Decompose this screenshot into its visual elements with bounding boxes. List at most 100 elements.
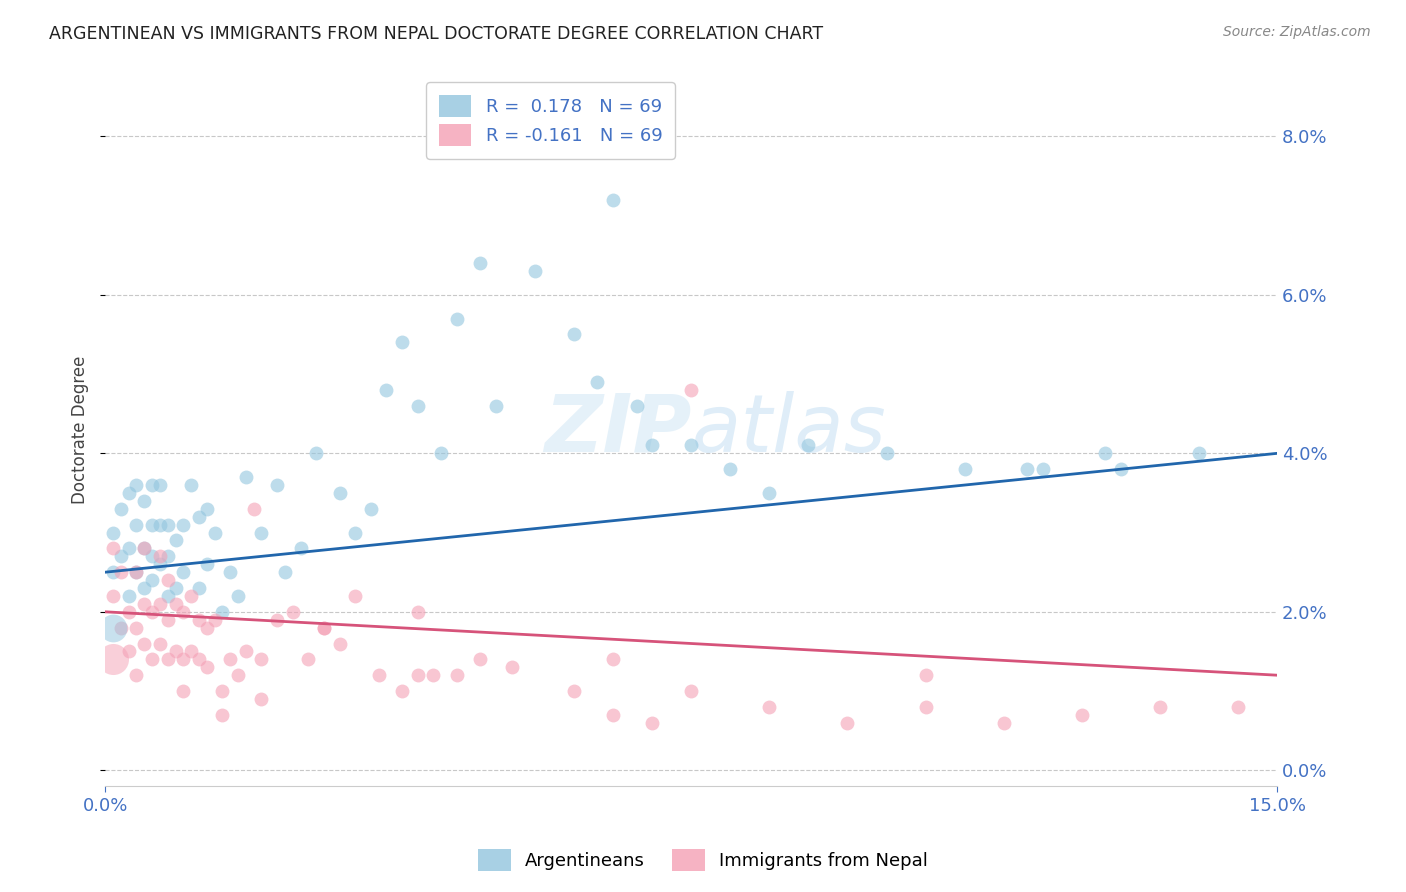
Point — [226, 668, 249, 682]
Point — [914, 699, 936, 714]
Legend: R =  0.178   N = 69, R = -0.161   N = 69: R = 0.178 N = 69, R = -0.161 N = 69 — [426, 82, 675, 159]
Point — [149, 597, 172, 611]
Point — [681, 438, 703, 452]
Point — [281, 605, 304, 619]
Point — [470, 652, 492, 666]
Point — [626, 399, 648, 413]
Point — [250, 652, 273, 666]
Point — [406, 605, 429, 619]
Point — [101, 652, 124, 666]
Point — [101, 565, 124, 579]
Point — [125, 517, 148, 532]
Point — [118, 486, 141, 500]
Point — [758, 699, 780, 714]
Point — [1017, 462, 1039, 476]
Point — [172, 605, 194, 619]
Point — [125, 621, 148, 635]
Point — [141, 478, 163, 492]
Point — [681, 383, 703, 397]
Point — [501, 660, 523, 674]
Point — [172, 684, 194, 698]
Point — [391, 684, 413, 698]
Point — [110, 621, 132, 635]
Point — [718, 462, 741, 476]
Point — [141, 573, 163, 587]
Point — [134, 541, 156, 556]
Point — [602, 193, 624, 207]
Point — [211, 684, 233, 698]
Point — [180, 478, 202, 492]
Point — [134, 494, 156, 508]
Point — [219, 652, 242, 666]
Point — [149, 517, 172, 532]
Point — [204, 525, 226, 540]
Point — [1149, 699, 1171, 714]
Point — [204, 613, 226, 627]
Point — [446, 668, 468, 682]
Point — [211, 605, 233, 619]
Point — [641, 438, 664, 452]
Point — [110, 501, 132, 516]
Point — [180, 589, 202, 603]
Point — [485, 399, 508, 413]
Point — [101, 541, 124, 556]
Point — [297, 652, 319, 666]
Point — [125, 565, 148, 579]
Point — [141, 652, 163, 666]
Point — [914, 668, 936, 682]
Point — [235, 644, 257, 658]
Point — [290, 541, 312, 556]
Point — [305, 446, 328, 460]
Point — [141, 517, 163, 532]
Point — [422, 668, 444, 682]
Point — [1227, 699, 1250, 714]
Point — [180, 644, 202, 658]
Point — [134, 541, 156, 556]
Point — [188, 509, 211, 524]
Point — [274, 565, 297, 579]
Point — [188, 581, 211, 595]
Point — [602, 707, 624, 722]
Point — [344, 589, 367, 603]
Point — [1109, 462, 1132, 476]
Point — [188, 613, 211, 627]
Point — [329, 636, 352, 650]
Point — [156, 589, 179, 603]
Point — [156, 652, 179, 666]
Point — [125, 565, 148, 579]
Point — [195, 501, 218, 516]
Point — [446, 311, 468, 326]
Point — [195, 621, 218, 635]
Point — [523, 264, 546, 278]
Point — [188, 652, 211, 666]
Point — [344, 525, 367, 540]
Point — [391, 335, 413, 350]
Point — [993, 715, 1015, 730]
Point — [430, 446, 453, 460]
Text: ARGENTINEAN VS IMMIGRANTS FROM NEPAL DOCTORATE DEGREE CORRELATION CHART: ARGENTINEAN VS IMMIGRANTS FROM NEPAL DOC… — [49, 25, 824, 43]
Point — [141, 549, 163, 564]
Point — [149, 636, 172, 650]
Point — [681, 684, 703, 698]
Point — [195, 660, 218, 674]
Point — [134, 597, 156, 611]
Point — [470, 256, 492, 270]
Point — [134, 581, 156, 595]
Point — [226, 589, 249, 603]
Point — [134, 636, 156, 650]
Point — [156, 549, 179, 564]
Point — [266, 478, 288, 492]
Point — [406, 668, 429, 682]
Point — [876, 446, 898, 460]
Point — [250, 692, 273, 706]
Point — [375, 383, 398, 397]
Point — [149, 478, 172, 492]
Point — [797, 438, 820, 452]
Point — [602, 652, 624, 666]
Point — [641, 715, 664, 730]
Text: atlas: atlas — [692, 391, 886, 468]
Point — [149, 558, 172, 572]
Point — [312, 621, 335, 635]
Point — [1070, 707, 1092, 722]
Point — [562, 327, 585, 342]
